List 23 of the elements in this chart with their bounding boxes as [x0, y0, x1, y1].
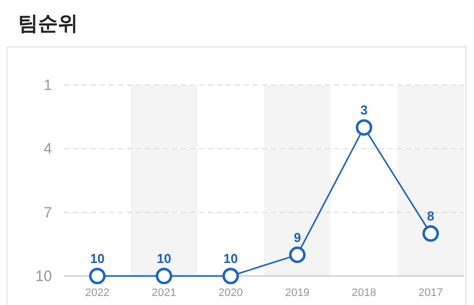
data-label: 9 — [294, 230, 301, 245]
x-tick-label: 2022 — [85, 287, 110, 299]
chart-title: 팀순위 — [18, 13, 78, 35]
point — [422, 225, 439, 242]
point — [156, 268, 172, 284]
x-tick-label: 2018 — [352, 287, 376, 299]
x-tick-label: 2017 — [418, 287, 443, 299]
data-label: 10 — [156, 251, 172, 266]
point — [222, 268, 239, 284]
point — [289, 246, 306, 264]
x-tick-label: 2021 — [152, 287, 176, 299]
y-tick-label: 7 — [44, 204, 52, 222]
data-label: 10 — [223, 251, 238, 266]
x-tick-label: 2020 — [218, 287, 243, 299]
point — [89, 268, 106, 284]
y-tick-label: 10 — [35, 268, 52, 285]
data-label: 3 — [360, 102, 368, 118]
data-label: 10 — [90, 251, 105, 266]
x-tick-label: 2019 — [285, 287, 310, 299]
data-label: 8 — [427, 208, 434, 224]
y-tick-label: 4 — [44, 140, 52, 158]
y-tick-label: 1 — [44, 77, 52, 94]
point — [356, 119, 372, 136]
